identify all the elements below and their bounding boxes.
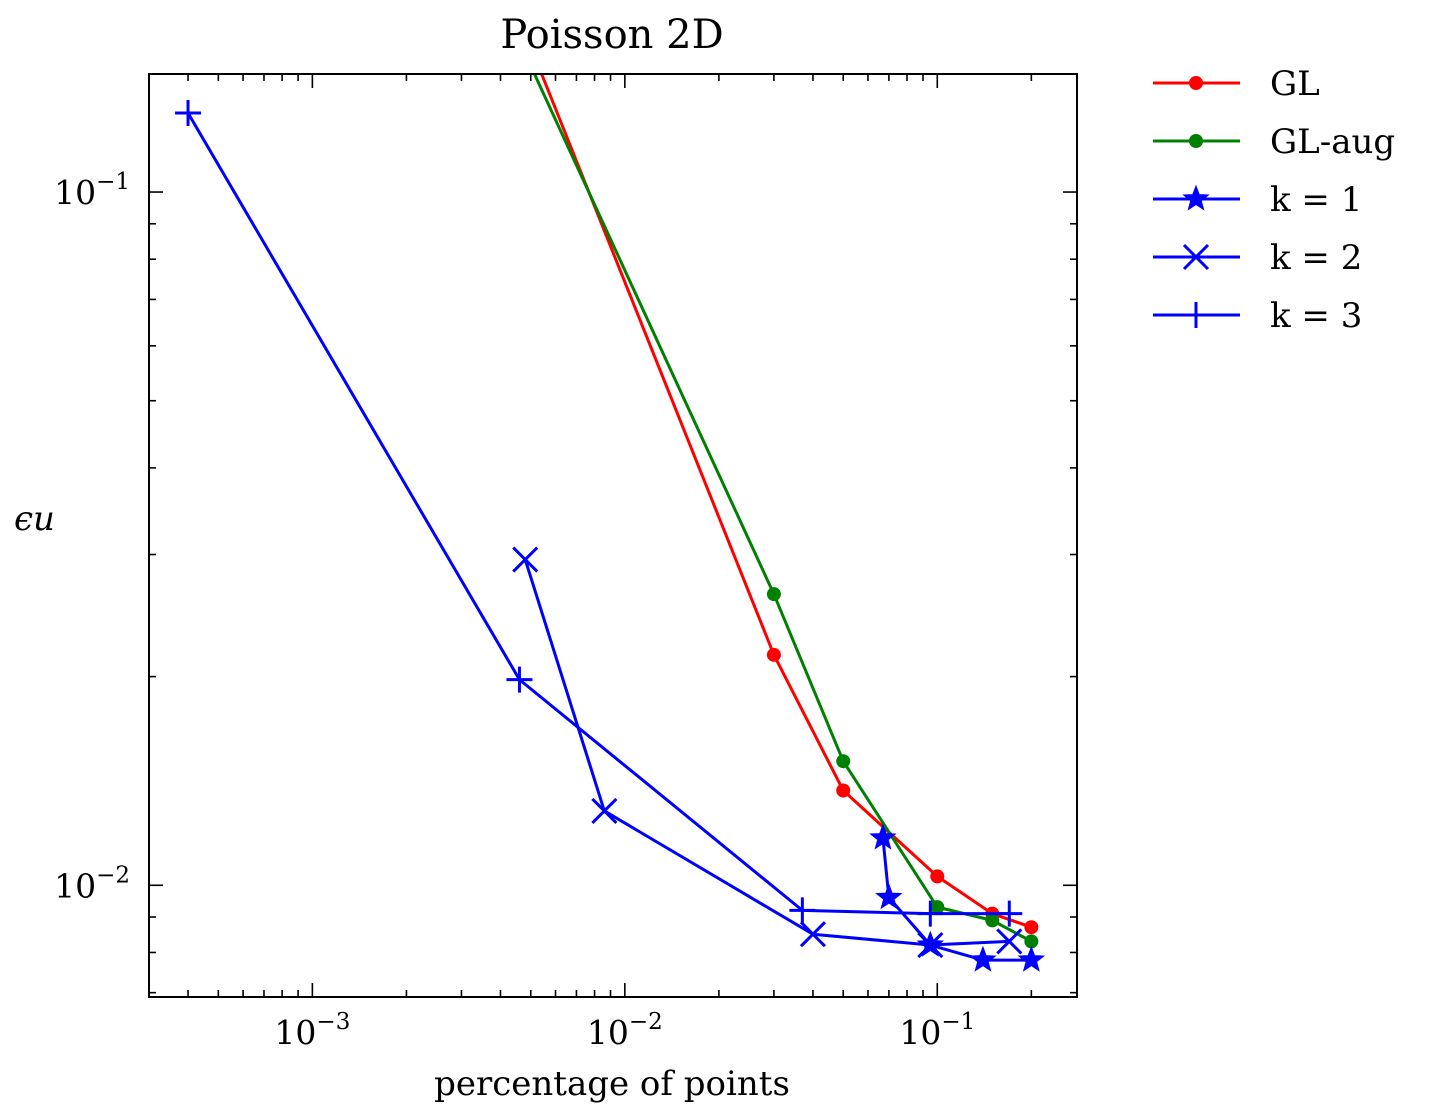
data-point (1017, 945, 1046, 972)
data-point (1024, 920, 1039, 935)
x-tick-label: 10−3 (274, 1009, 350, 1052)
x-tick-exponent: −3 (316, 1009, 350, 1035)
legend-label-main: k = 3 (1270, 296, 1362, 336)
y-tick-base: 10 (54, 173, 96, 212)
legend-label-main: GL-aug (1270, 122, 1395, 162)
chart-title: Poisson 2D (500, 12, 723, 58)
legend-marker (1189, 76, 1203, 90)
data-point (512, 546, 539, 573)
legend-label: k = 3 (1270, 296, 1362, 336)
y-axis-label: ϵu (14, 499, 55, 539)
y-tick-label: 10−2 (54, 862, 130, 905)
data-point (985, 913, 1000, 928)
data-point (996, 900, 1023, 927)
legend-marker (1182, 243, 1210, 271)
data-point (875, 883, 903, 910)
data-point (930, 869, 945, 884)
legend-label-main: k = 2 (1270, 238, 1362, 278)
data-point (591, 797, 618, 825)
data-point (766, 647, 781, 662)
legend-item: k = 2 (1153, 238, 1362, 278)
legend-label: GL-aug (1270, 122, 1395, 162)
data-point (175, 100, 202, 127)
data-point (917, 900, 944, 927)
data-point (506, 666, 533, 693)
data-point (789, 897, 816, 924)
data-point (799, 921, 827, 948)
data-point (766, 587, 781, 602)
data-point (917, 931, 944, 959)
legend-label-main: k = 1 (1270, 180, 1362, 220)
plot-area (148, 59, 1078, 998)
x-axis-tick-labels: 10−3 10−2 10−1 (274, 1009, 975, 1052)
data-point (869, 823, 897, 850)
legend: GL GL-aug k = 1 k = 2 k = 3 (1153, 64, 1395, 336)
series-line (523, 559, 1010, 947)
legend-marker (1182, 184, 1210, 211)
series-0 (540, 74, 1039, 935)
data-point (524, 59, 538, 73)
legend-marker (1189, 134, 1203, 148)
legend-item: GL-aug (1153, 122, 1395, 162)
series-4 (175, 100, 1023, 927)
legend-item: GL (1153, 64, 1320, 104)
x-tick-exponent: −2 (629, 1009, 663, 1035)
legend-label: k = 2 (1270, 238, 1362, 278)
plot-frame (148, 73, 1078, 998)
x-axis-label: percentage of points (434, 1064, 790, 1104)
data-point (996, 928, 1023, 955)
x-tick-label: 10−2 (587, 1009, 663, 1052)
legend-label: GL (1270, 64, 1320, 104)
y-tick-label: 10−1 (54, 169, 130, 212)
y-tick-base: 10 (54, 866, 96, 905)
series-3 (512, 546, 1023, 959)
series-line (540, 74, 1032, 929)
data-point (836, 783, 851, 798)
x-tick-base: 10 (274, 1013, 316, 1052)
data-point (969, 945, 997, 972)
data-point (1024, 934, 1039, 949)
y-axis-tick-labels: 10−110−2 (54, 169, 130, 905)
legend-marker (1183, 302, 1209, 328)
legend-item: k = 3 (1153, 296, 1362, 336)
x-tick-exponent: −1 (941, 1009, 975, 1035)
x-tick-base: 10 (587, 1013, 629, 1052)
series-layer (175, 59, 1046, 972)
legend-item: k = 1 (1153, 180, 1362, 220)
y-tick-exponent: −1 (96, 169, 130, 195)
data-point (836, 754, 851, 769)
y-tick-exponent: −2 (96, 862, 130, 888)
x-tick-label: 10−1 (899, 1009, 975, 1052)
data-point (930, 900, 945, 915)
x-tick-base: 10 (899, 1013, 941, 1052)
legend-label-main: GL (1270, 64, 1320, 104)
legend-label: k = 1 (1270, 180, 1362, 220)
x-axis-ticks (148, 74, 1033, 997)
y-axis-ticks (149, 191, 1077, 994)
